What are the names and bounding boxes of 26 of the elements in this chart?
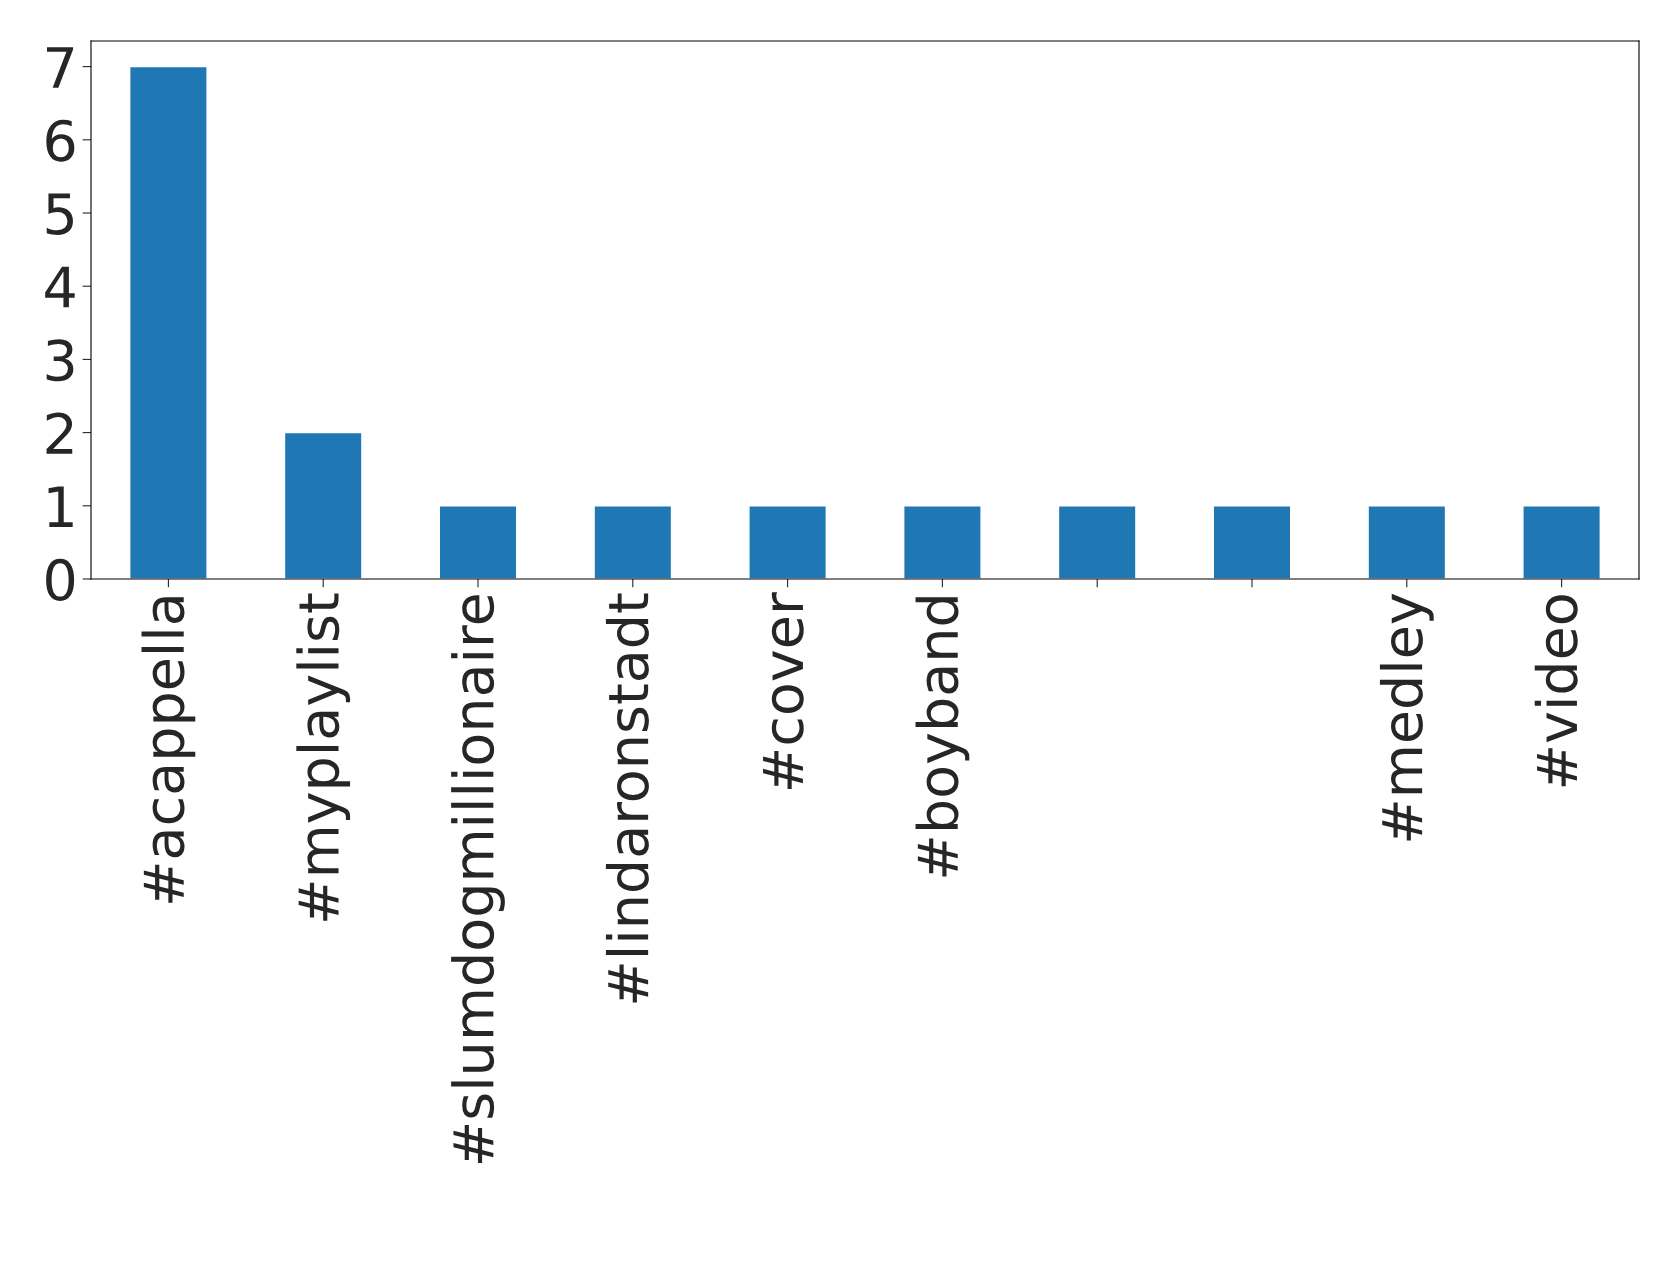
y-tick-label: 4 — [45, 266, 75, 308]
x-tick-label: #medley — [1379, 593, 1434, 841]
x-tick-label: #boyband — [915, 597, 970, 877]
x-tick-label: #myplaylist — [296, 593, 351, 921]
y-tick-label: 5 — [46, 193, 73, 235]
y-tick-label: 1 — [48, 486, 73, 527]
y-tick-label: 3 — [46, 339, 74, 382]
x-tick-label: #lindaronstadt — [605, 593, 649, 1003]
y-tick-label: 6 — [46, 119, 75, 162]
x-tick-label: #cover — [763, 592, 804, 789]
bar — [593, 505, 673, 579]
bar — [438, 505, 518, 579]
y-tick-label: 2 — [46, 412, 73, 454]
bar — [283, 431, 363, 579]
bar — [748, 505, 827, 579]
bar — [1057, 505, 1137, 579]
bar — [129, 65, 208, 579]
y-tick-label: 7 — [47, 47, 74, 88]
bar — [1367, 505, 1447, 579]
x-tick-label: #slumdogmillionaire — [451, 595, 505, 1163]
bar — [1212, 505, 1292, 579]
y-tick-label: 0 — [46, 558, 75, 601]
x-tick-label: #acappella — [141, 597, 196, 903]
x-tick-label: #video — [1534, 595, 1578, 787]
bar — [1522, 505, 1601, 579]
bar — [903, 505, 982, 579]
